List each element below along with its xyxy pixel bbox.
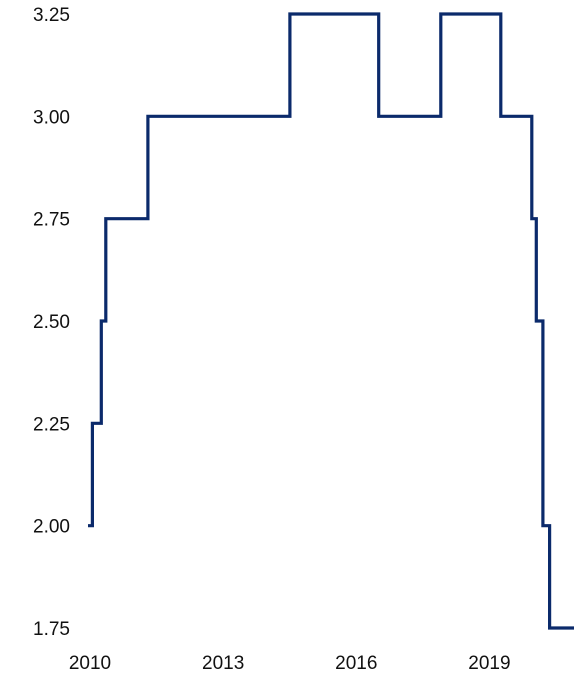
y-tick-label: 2.25 (33, 414, 70, 435)
x-tick-label: 2013 (202, 653, 244, 674)
y-axis: 3.25 3.00 2.75 2.50 2.25 2.00 1.75 (33, 5, 70, 640)
y-tick-label: 2.50 (33, 312, 70, 333)
y-tick-label: 2.00 (33, 517, 70, 538)
x-tick-label: 2019 (468, 653, 510, 674)
x-tick-label: 2016 (335, 653, 377, 674)
y-tick-label: 3.25 (33, 5, 70, 26)
y-tick-label: 1.75 (33, 619, 70, 640)
series-line (88, 12, 574, 630)
y-tick-label: 2.75 (33, 210, 70, 231)
x-axis: 2010 2013 2016 2019 (69, 653, 511, 674)
plot-area (88, 12, 574, 630)
x-tick-label: 2010 (69, 653, 111, 674)
y-tick-label: 3.00 (33, 107, 70, 128)
